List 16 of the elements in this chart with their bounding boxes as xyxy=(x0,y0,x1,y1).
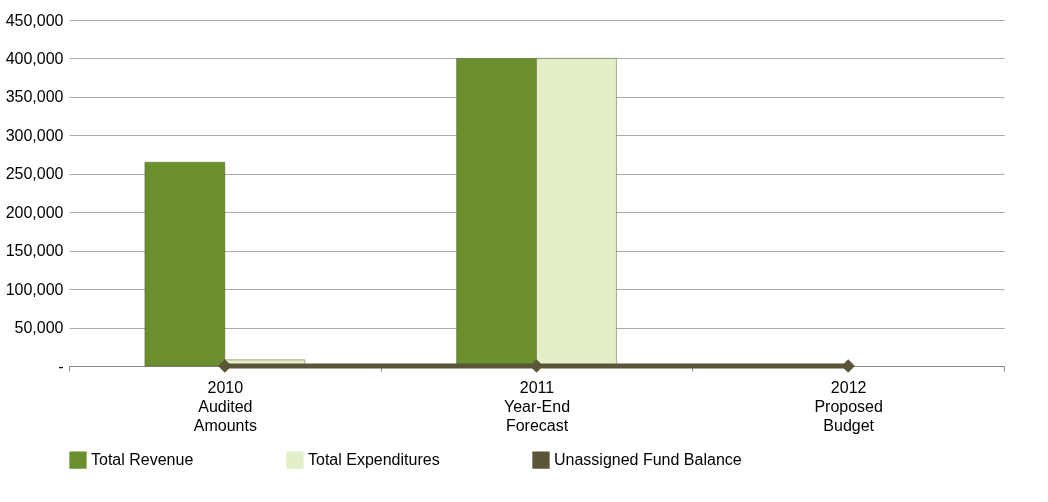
x-tick-label: 2010 Audited Amounts xyxy=(193,378,257,434)
y-tick-label: 250,000 xyxy=(5,165,64,183)
x-tick-label: 2011 Year-End Forecast xyxy=(503,378,571,434)
y-tick-label: 400,000 xyxy=(5,49,64,67)
y-tick-label: 450,000 xyxy=(5,11,64,29)
y-tick-label: 50,000 xyxy=(14,319,64,337)
legend-label: Total Revenue xyxy=(91,451,194,469)
y-tick-label: 350,000 xyxy=(5,88,64,106)
y-tick-label: 150,000 xyxy=(5,242,64,260)
legend-label: Total Expenditures xyxy=(308,451,440,469)
y-tick-label: 200,000 xyxy=(5,203,64,221)
y-tick-label: 100,000 xyxy=(5,280,64,298)
x-tick-label: 2012 Proposed Budget xyxy=(814,378,883,434)
legend-label: Unassigned Fund Balance xyxy=(554,451,742,469)
y-tick-label: 300,000 xyxy=(5,126,64,144)
y-tick-label: - xyxy=(58,357,64,375)
